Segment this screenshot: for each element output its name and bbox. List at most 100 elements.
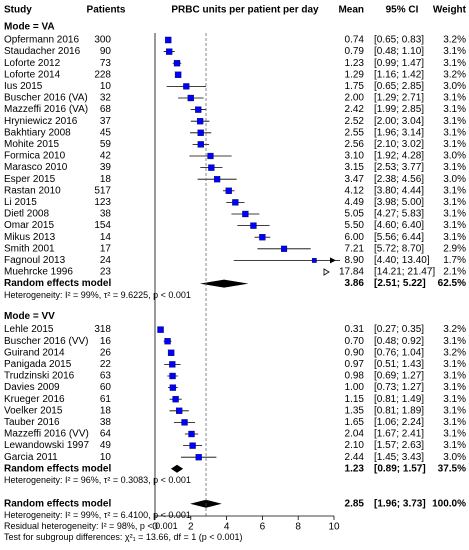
study-square bbox=[169, 361, 176, 368]
patients-value: 49 bbox=[100, 440, 112, 451]
weight-value: 2.9% bbox=[443, 243, 466, 254]
weight-value: 1.7% bbox=[443, 255, 466, 266]
weight-value: 3.1% bbox=[443, 232, 466, 243]
group-label: Mode = VA bbox=[4, 22, 55, 33]
weight-value: 3.0% bbox=[443, 174, 466, 185]
weight-value: 3.1% bbox=[443, 116, 466, 127]
patients-value: 228 bbox=[94, 69, 111, 80]
study-name: Davies 2009 bbox=[4, 382, 60, 393]
ci-value: [4.40; 13.40] bbox=[374, 255, 430, 266]
mean-value: 2.55 bbox=[345, 127, 365, 138]
ci-value: [0.99; 1.47] bbox=[374, 58, 424, 69]
patients-value: 10 bbox=[100, 452, 112, 463]
weight-value: 3.1% bbox=[443, 371, 466, 382]
weight-value: 37.5% bbox=[438, 463, 466, 474]
mean-value: 2.56 bbox=[345, 139, 365, 150]
patients-value: 73 bbox=[100, 58, 112, 69]
heterogeneity-text: Heterogeneity: I² = 99%, τ² = 9.6225, p … bbox=[4, 290, 191, 300]
weight-value: 3.1% bbox=[443, 162, 466, 173]
study-name: Mazzeffi 2016 (VV) bbox=[4, 429, 89, 440]
weight-value: 2.1% bbox=[443, 267, 466, 278]
patients-value: 32 bbox=[100, 93, 112, 104]
ci-value: [3.98; 5.00] bbox=[374, 197, 424, 208]
patients-value: 23 bbox=[100, 267, 112, 278]
study-name: Loforte 2012 bbox=[4, 58, 61, 69]
patients-value: 68 bbox=[100, 104, 112, 115]
study-name: Staudacher 2016 bbox=[4, 46, 81, 57]
study-square bbox=[167, 349, 175, 356]
weight-value: 3.1% bbox=[443, 417, 466, 428]
mean-value: 6.00 bbox=[345, 232, 365, 243]
mean-value: 2.04 bbox=[345, 429, 365, 440]
ci-value: [2.10; 3.02] bbox=[374, 139, 424, 150]
mean-value: 1.00 bbox=[345, 382, 365, 393]
study-square bbox=[197, 141, 204, 148]
study-name: Krueger 2016 bbox=[4, 394, 65, 405]
ci-value: [0.65; 0.83] bbox=[374, 35, 424, 46]
ci-value: [1.29; 2.71] bbox=[374, 93, 424, 104]
ci-value: [2.51; 5.22] bbox=[374, 278, 426, 289]
patients-value: 45 bbox=[100, 127, 112, 138]
ci-value: [0.81; 1.49] bbox=[374, 394, 424, 405]
weight-value: 3.1% bbox=[443, 382, 466, 393]
weight-value: 3.1% bbox=[443, 104, 466, 115]
ci-value: [2.00; 3.04] bbox=[374, 116, 424, 127]
ci-value: [3.80; 4.44] bbox=[374, 185, 424, 196]
study-square bbox=[172, 396, 179, 403]
study-square bbox=[259, 234, 266, 241]
study-name: Buscher 2016 (VA) bbox=[4, 93, 88, 104]
mean-value: 1.23 bbox=[345, 463, 365, 474]
ci-value: [1.67; 2.41] bbox=[374, 429, 424, 440]
weight-value: 3.1% bbox=[443, 440, 466, 451]
study-name: Marasco 2010 bbox=[4, 162, 68, 173]
study-name: Trudzinski 2016 bbox=[4, 371, 75, 382]
patients-value: 22 bbox=[100, 359, 112, 370]
study-name: Esper 2015 bbox=[4, 174, 56, 185]
study-name: Mazzeffi 2016 (VA) bbox=[4, 104, 88, 115]
ci-value: [5.56; 6.44] bbox=[374, 232, 424, 243]
heterogeneity-text: Test for subgroup differences: χ²₁ = 13.… bbox=[4, 532, 243, 542]
study-name: Muehrcke 1996 bbox=[4, 267, 73, 278]
weight-value: 3.1% bbox=[443, 46, 466, 57]
study-square bbox=[181, 419, 188, 426]
ci-value: [0.48; 0.92] bbox=[374, 336, 424, 347]
weight-value: 3.1% bbox=[443, 93, 466, 104]
weight-value: 3.1% bbox=[443, 405, 466, 416]
weight-value: 3.1% bbox=[443, 185, 466, 196]
mean-value: 5.50 bbox=[345, 220, 365, 231]
study-square bbox=[281, 245, 288, 252]
x-tick-label: 2 bbox=[188, 522, 194, 533]
ci-value: [0.51; 1.43] bbox=[374, 359, 424, 370]
study-name: Opfermann 2016 bbox=[4, 35, 79, 46]
mean-value: 2.44 bbox=[345, 452, 365, 463]
study-square bbox=[173, 60, 181, 67]
mean-value: 0.31 bbox=[345, 324, 365, 335]
study-name: Garcia 2011 bbox=[4, 452, 58, 463]
column-header: 95% CI bbox=[386, 5, 419, 16]
patients-value: 64 bbox=[100, 429, 112, 440]
weight-value: 3.2% bbox=[443, 69, 466, 80]
study-square bbox=[232, 199, 239, 206]
study-name: Rastan 2010 bbox=[4, 185, 61, 196]
summary-label: Random effects model bbox=[4, 278, 111, 289]
ci-value: [0.27; 0.35] bbox=[374, 324, 424, 335]
mean-value: 1.29 bbox=[345, 69, 365, 80]
patients-value: 517 bbox=[94, 185, 111, 196]
patients-value: 24 bbox=[100, 255, 112, 266]
study-square bbox=[242, 210, 249, 218]
ci-value: [0.65; 2.85] bbox=[374, 81, 424, 92]
study-square bbox=[250, 222, 257, 229]
study-square bbox=[225, 187, 232, 194]
study-square bbox=[169, 384, 177, 391]
summary-label: Random effects model bbox=[4, 498, 111, 509]
ci-value: [0.76; 1.04] bbox=[374, 347, 424, 358]
weight-value: 3.1% bbox=[443, 58, 466, 69]
patients-value: 18 bbox=[100, 174, 112, 185]
ci-value: [1.92; 4.28] bbox=[374, 151, 424, 162]
patients-value: 123 bbox=[94, 197, 111, 208]
patients-value: 42 bbox=[100, 151, 112, 162]
ci-value: [5.72; 8.70] bbox=[374, 243, 424, 254]
study-square bbox=[214, 176, 221, 183]
mean-value: 0.98 bbox=[345, 371, 365, 382]
column-header: Patients bbox=[87, 5, 126, 16]
